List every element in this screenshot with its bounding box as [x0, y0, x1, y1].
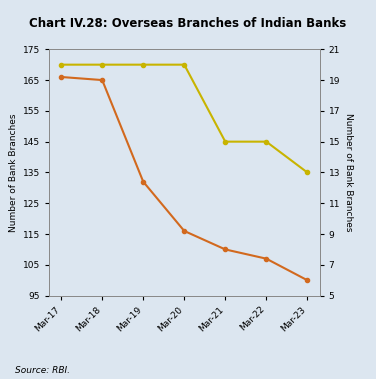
PSB [100, 78, 105, 82]
PVB (RHS) [59, 63, 64, 67]
PSB [305, 278, 309, 282]
PSB [141, 179, 146, 184]
PVB (RHS) [182, 63, 186, 67]
PSB [223, 247, 227, 252]
Y-axis label: Number of Bank Branches: Number of Bank Branches [9, 113, 18, 232]
PSB [264, 256, 268, 261]
PSB [182, 229, 186, 233]
Text: Source: RBI.: Source: RBI. [15, 366, 70, 375]
PSB [59, 75, 64, 79]
PVB (RHS) [100, 63, 105, 67]
Y-axis label: Number of Bank Branches: Number of Bank Branches [344, 113, 353, 232]
Text: Chart IV.28: Overseas Branches of Indian Banks: Chart IV.28: Overseas Branches of Indian… [29, 17, 347, 30]
PVB (RHS) [305, 170, 309, 175]
Line: PVB (RHS): PVB (RHS) [59, 63, 309, 174]
PVB (RHS) [223, 139, 227, 144]
PVB (RHS) [264, 139, 268, 144]
PVB (RHS) [141, 63, 146, 67]
Line: PSB: PSB [59, 75, 309, 282]
